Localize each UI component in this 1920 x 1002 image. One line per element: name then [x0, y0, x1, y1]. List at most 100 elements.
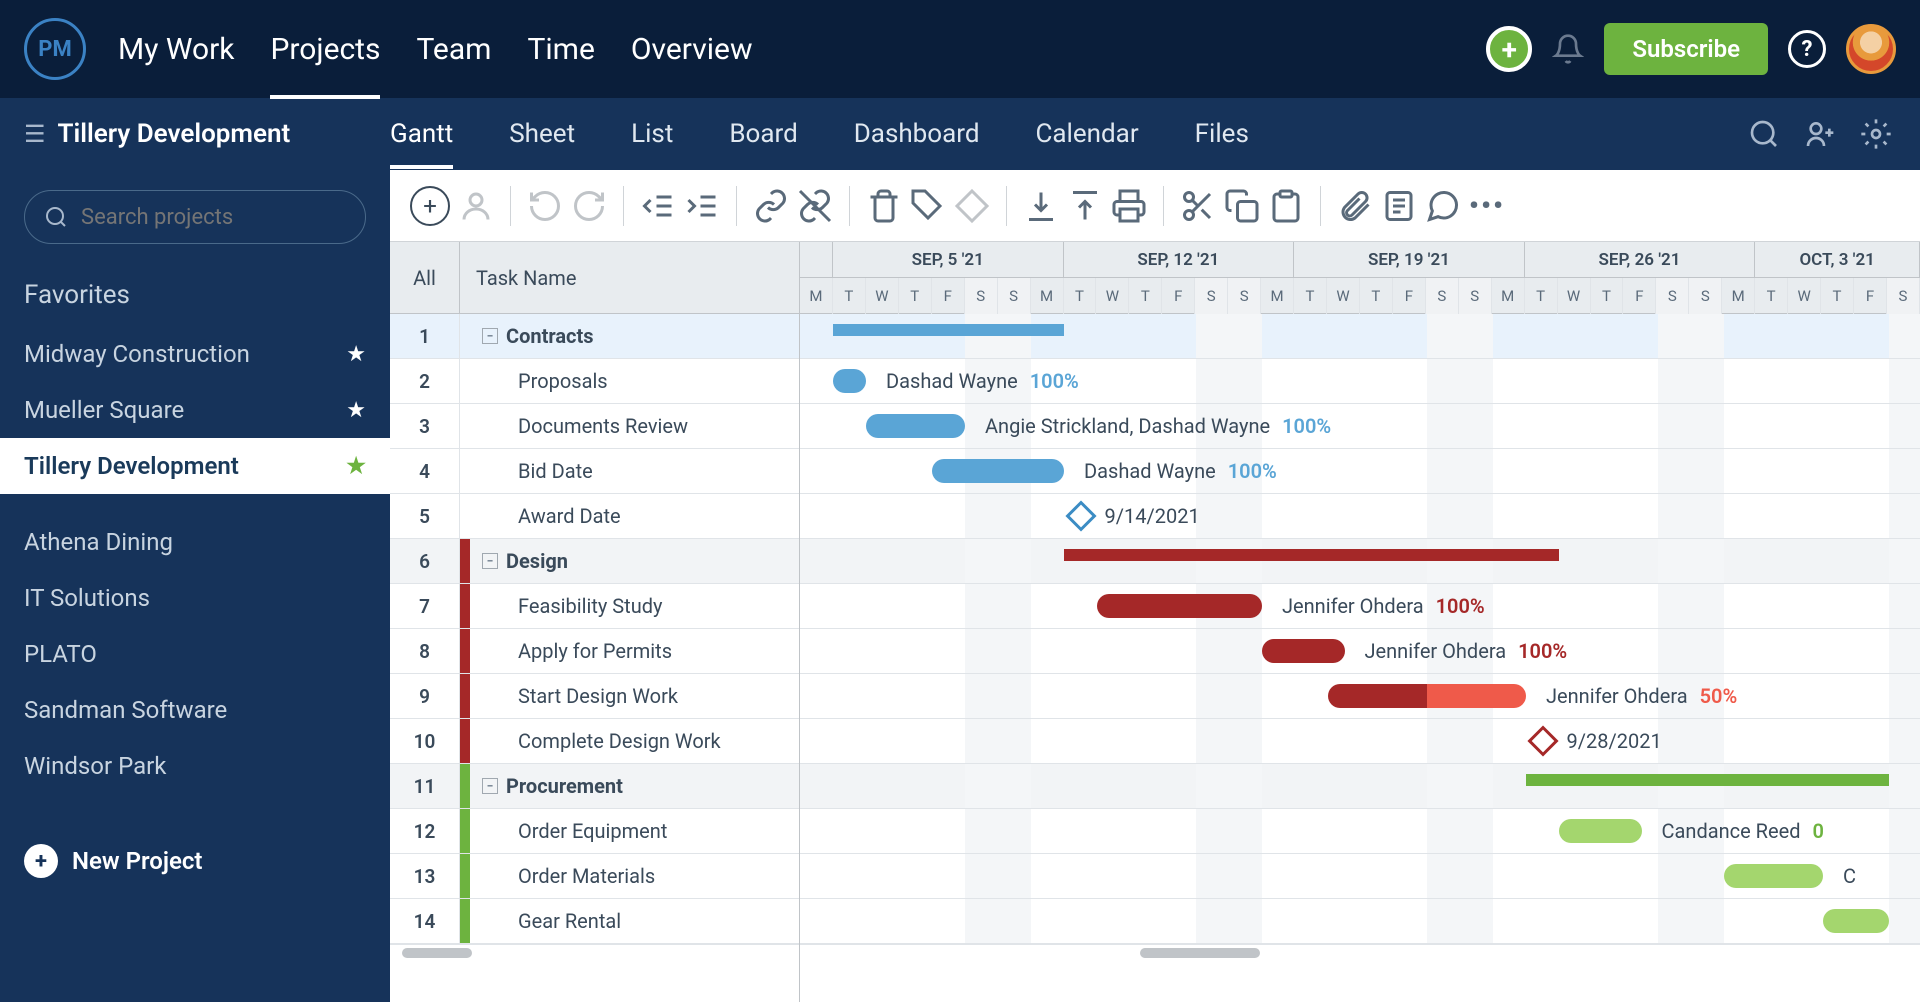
task-row[interactable]: 3Documents Review	[390, 404, 799, 449]
day-cell: T	[1525, 278, 1558, 314]
copy-icon[interactable]	[1224, 188, 1260, 224]
chart-row[interactable]: Angie Strickland, Dashad Wayne100%	[800, 404, 1920, 449]
chart-row[interactable]	[800, 539, 1920, 584]
task-row[interactable]: 14Gear Rental	[390, 899, 799, 944]
chart-scroll[interactable]	[800, 944, 1920, 960]
print-icon[interactable]	[1111, 188, 1147, 224]
sidebar-item-it-solutions[interactable]: IT Solutions	[0, 570, 390, 626]
new-project-button[interactable]: + New Project	[0, 824, 390, 898]
notes-icon[interactable]	[1381, 188, 1417, 224]
task-row[interactable]: 9Start Design Work	[390, 674, 799, 719]
sidebar-item-athena-dining[interactable]: Athena Dining	[0, 514, 390, 570]
content: + •••	[390, 170, 1920, 1002]
nav-time[interactable]: Time	[527, 0, 594, 99]
task-row[interactable]: 4Bid Date	[390, 449, 799, 494]
nav-my-work[interactable]: My Work	[118, 0, 234, 99]
sidebar-item-midway-construction[interactable]: Midway Construction★	[0, 326, 390, 382]
logo[interactable]: PM	[24, 18, 86, 80]
day-cell: S	[965, 278, 998, 314]
chart-row[interactable]: Jennifer Ohdera100%	[800, 629, 1920, 674]
day-cell: S	[1689, 278, 1722, 314]
attach-icon[interactable]	[1337, 188, 1373, 224]
diamond-icon[interactable]	[954, 188, 990, 224]
search-icon[interactable]	[1748, 118, 1780, 150]
sidebar-item-plato[interactable]: PLATO	[0, 626, 390, 682]
tab-files[interactable]: Files	[1195, 99, 1249, 169]
help-button[interactable]: ?	[1788, 30, 1826, 68]
task-scroll[interactable]	[390, 944, 799, 960]
add-button[interactable]: +	[1486, 26, 1532, 72]
add-user-icon[interactable]	[1804, 118, 1836, 150]
delete-icon[interactable]	[866, 188, 902, 224]
menu-icon[interactable]: ☰	[24, 120, 46, 148]
indent-icon[interactable]	[684, 188, 720, 224]
tab-calendar[interactable]: Calendar	[1035, 99, 1138, 169]
chart-row[interactable]	[800, 764, 1920, 809]
day-cell: W	[1788, 278, 1821, 314]
subscribe-button[interactable]: Subscribe	[1604, 23, 1768, 75]
task-row[interactable]: 8Apply for Permits	[390, 629, 799, 674]
chart-row[interactable]: 9/14/2021	[800, 494, 1920, 539]
chart-row[interactable]: 9/28/2021	[800, 719, 1920, 764]
chart-row[interactable]	[800, 899, 1920, 944]
task-row[interactable]: 13Order Materials	[390, 854, 799, 899]
paste-icon[interactable]	[1268, 188, 1304, 224]
settings-icon[interactable]	[1860, 118, 1892, 150]
nav-overview[interactable]: Overview	[631, 0, 753, 99]
sidebar-item-tillery-development[interactable]: Tillery Development★	[0, 438, 390, 494]
th-all[interactable]: All	[390, 242, 460, 313]
task-row[interactable]: 2Proposals	[390, 359, 799, 404]
more-icon[interactable]: •••	[1469, 188, 1505, 224]
task-row[interactable]: 10Complete Design Work	[390, 719, 799, 764]
tab-gantt[interactable]: Gantt	[390, 99, 453, 169]
comment-icon[interactable]	[1425, 188, 1461, 224]
project-name: Tillery Development	[58, 119, 291, 149]
sidebar-item-sandman-software[interactable]: Sandman Software	[0, 682, 390, 738]
plus-icon: +	[24, 844, 58, 878]
task-row[interactable]: 7Feasibility Study	[390, 584, 799, 629]
tab-sheet[interactable]: Sheet	[509, 99, 575, 169]
nav-team[interactable]: Team	[416, 0, 491, 99]
task-row[interactable]: 5Award Date	[390, 494, 799, 539]
chart-row[interactable]: Dashad Wayne100%	[800, 449, 1920, 494]
search-input[interactable]	[24, 190, 366, 244]
tab-board[interactable]: Board	[729, 99, 797, 169]
add-task-button[interactable]: +	[410, 186, 450, 226]
day-cell: S	[1887, 278, 1920, 314]
sidebar-item-windsor-park[interactable]: Windsor Park	[0, 738, 390, 794]
import-icon[interactable]	[1023, 188, 1059, 224]
cut-icon[interactable]	[1180, 188, 1216, 224]
chart-row[interactable]: Dashad Wayne100%	[800, 359, 1920, 404]
task-header: All Task Name	[390, 242, 799, 314]
task-row[interactable]: 12Order Equipment	[390, 809, 799, 854]
day-cell: T	[1591, 278, 1624, 314]
chart-row[interactable]: Jennifer Ohdera100%	[800, 584, 1920, 629]
export-icon[interactable]	[1067, 188, 1103, 224]
tab-list[interactable]: List	[631, 99, 673, 169]
task-row[interactable]: 6−Design	[390, 539, 799, 584]
undo-icon[interactable]	[527, 188, 563, 224]
day-cell: T	[1755, 278, 1788, 314]
notifications-icon[interactable]	[1552, 33, 1584, 65]
unlink-icon[interactable]	[797, 188, 833, 224]
assign-icon[interactable]	[458, 188, 494, 224]
th-task-name[interactable]: Task Name	[460, 266, 576, 290]
tag-icon[interactable]	[910, 188, 946, 224]
redo-icon[interactable]	[571, 188, 607, 224]
outdent-icon[interactable]	[640, 188, 676, 224]
chart-row[interactable]: Candance Reed0	[800, 809, 1920, 854]
link-icon[interactable]	[753, 188, 789, 224]
day-cell: S	[1195, 278, 1228, 314]
nav-projects[interactable]: Projects	[270, 0, 380, 99]
task-row[interactable]: 11−Procurement	[390, 764, 799, 809]
avatar[interactable]	[1846, 24, 1896, 74]
chart-row[interactable]	[800, 314, 1920, 359]
day-cell: F	[932, 278, 965, 314]
tab-dashboard[interactable]: Dashboard	[854, 99, 980, 169]
chart-row[interactable]: C	[800, 854, 1920, 899]
chart-row[interactable]: Jennifer Ohdera50%	[800, 674, 1920, 719]
day-cell: F	[1393, 278, 1426, 314]
sidebar-item-mueller-square[interactable]: Mueller Square★	[0, 382, 390, 438]
task-row[interactable]: 1−Contracts	[390, 314, 799, 359]
month-label: OCT, 3 '21	[1755, 242, 1920, 277]
